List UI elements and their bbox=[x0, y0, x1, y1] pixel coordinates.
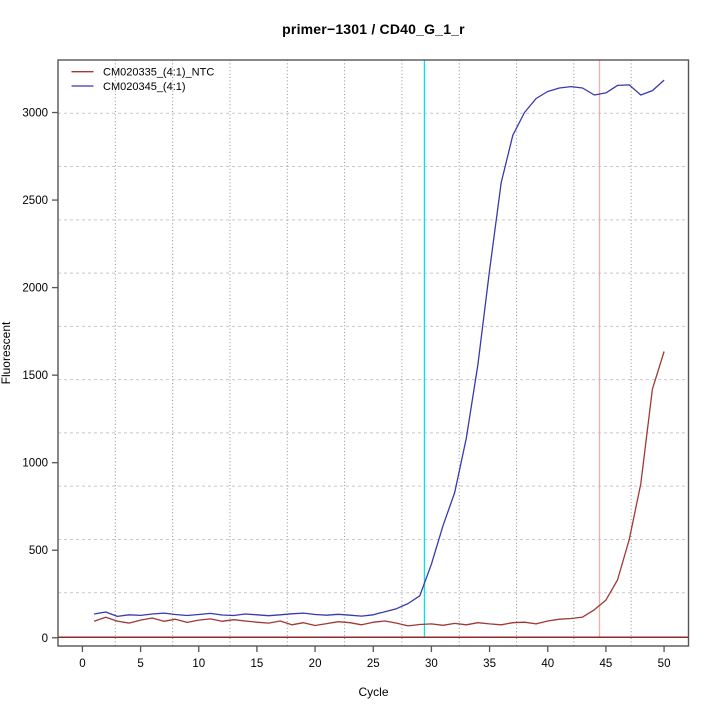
x-tick-label: 45 bbox=[600, 658, 613, 670]
y-tick-label: 0 bbox=[42, 633, 48, 645]
x-tick-label: 30 bbox=[425, 658, 438, 670]
x-axis-label: Cycle bbox=[358, 685, 389, 699]
series-line-1 bbox=[93, 79, 665, 618]
x-tick-label: 15 bbox=[251, 658, 264, 670]
legend-label-1: CM020345_(4:1) bbox=[103, 81, 186, 93]
x-tick-label: 25 bbox=[367, 658, 380, 670]
x-tick-label: 10 bbox=[192, 658, 205, 670]
y-tick-label: 2500 bbox=[22, 195, 48, 207]
y-tick-label: 1500 bbox=[22, 370, 48, 382]
y-tick-label: 3000 bbox=[22, 108, 48, 120]
x-tick-label: 0 bbox=[79, 658, 85, 670]
y-tick-label: 2000 bbox=[22, 283, 48, 295]
x-tick-label: 20 bbox=[309, 658, 322, 670]
plot-border bbox=[57, 59, 690, 647]
chart-title: primer−1301 / CD40_G_1_r bbox=[282, 21, 465, 37]
x-tick-label: 50 bbox=[658, 658, 671, 670]
x-tick-label: 5 bbox=[137, 658, 143, 670]
legend-label-0: CM020335_(4:1)_NTC bbox=[103, 67, 214, 79]
x-tick-label: 40 bbox=[541, 658, 554, 670]
x-tick-label: 35 bbox=[483, 658, 496, 670]
y-tick-label: 500 bbox=[29, 545, 48, 557]
series-line-0 bbox=[93, 351, 665, 627]
y-tick-label: 1000 bbox=[22, 458, 48, 470]
